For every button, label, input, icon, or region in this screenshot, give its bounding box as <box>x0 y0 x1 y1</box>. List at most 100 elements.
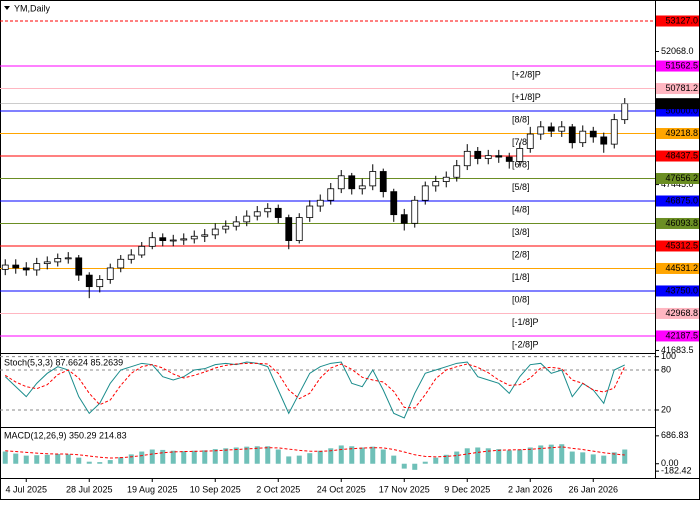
candle-body <box>306 205 314 218</box>
bar <box>611 452 617 464</box>
x-tick-label: 19 Aug 2025 <box>127 484 178 494</box>
candle-body <box>295 217 303 241</box>
level-box <box>656 262 699 274</box>
series-line <box>4 362 626 409</box>
candle-body <box>442 176 450 182</box>
x-tick-label: 17 Nov 2025 <box>379 484 430 494</box>
bar <box>97 462 103 464</box>
bar <box>55 453 61 464</box>
x-tick-label: 4 Jul 2025 <box>5 484 47 494</box>
level-name: [7/8] <box>512 137 530 147</box>
x-tick-label: 2 Jan 2026 <box>508 484 553 494</box>
level-box <box>656 173 699 185</box>
level-name: [-1/8]P <box>512 317 539 327</box>
x-tick-label: 10 Sep 2025 <box>190 484 241 494</box>
candle-body <box>621 103 629 121</box>
x-tick-label: 28 Jul 2025 <box>66 484 113 494</box>
bar <box>23 455 29 464</box>
level-box <box>656 150 699 162</box>
bar <box>422 461 428 464</box>
candle-body <box>127 254 135 260</box>
bar <box>370 446 376 464</box>
bar <box>433 457 439 464</box>
bar <box>496 449 502 464</box>
x-tick-label: 2 Oct 2025 <box>256 484 300 494</box>
level-value: 46093.8 <box>665 218 698 228</box>
candle-body <box>211 228 219 236</box>
candle-body <box>421 185 429 201</box>
bar <box>212 449 218 464</box>
candle-body <box>348 175 356 190</box>
candle-body <box>526 133 534 149</box>
level-box <box>656 285 699 297</box>
bar <box>548 444 554 464</box>
bar <box>464 448 470 464</box>
y-tick-label: -182.42 <box>661 466 692 476</box>
level-name: [0/8] <box>512 294 530 304</box>
bar <box>506 450 512 464</box>
bar <box>139 451 145 464</box>
bar <box>13 453 19 464</box>
x-tick-label: 9 Dec 2025 <box>444 484 490 494</box>
candle-body <box>96 279 104 288</box>
last-price-box <box>656 98 699 110</box>
bar <box>76 457 82 464</box>
bar <box>34 455 40 464</box>
bar <box>391 455 397 464</box>
bar <box>181 451 187 464</box>
bar <box>107 460 113 464</box>
candle-body <box>453 165 461 178</box>
level-name: [5/8] <box>512 182 530 192</box>
candle-body <box>358 185 366 190</box>
bar <box>527 447 533 464</box>
bar <box>328 448 334 464</box>
y-tick-label: 0.00 <box>661 458 679 468</box>
level-box <box>656 128 699 140</box>
bar <box>580 452 586 464</box>
bar <box>44 454 50 464</box>
bar <box>296 455 302 464</box>
bar <box>65 454 71 464</box>
bar <box>349 446 355 464</box>
y-tick-label: 52068.0 <box>661 46 694 56</box>
level-name: [4/8] <box>512 204 530 214</box>
bar <box>244 446 250 464</box>
chart-title: YM,Daily <box>14 3 51 13</box>
candle-body <box>201 234 209 237</box>
candle-body <box>117 258 125 269</box>
level-value: 46875.0 <box>665 195 698 205</box>
bar <box>265 446 271 464</box>
y-tick-label: 100 <box>661 351 676 361</box>
candle-body <box>547 126 555 132</box>
level-name: [-2/8]P <box>512 339 539 349</box>
candle-body <box>369 171 377 187</box>
bar <box>317 450 323 464</box>
bar <box>601 455 607 464</box>
level-name: [6/8] <box>512 159 530 169</box>
candle-body <box>253 211 261 217</box>
candle-body <box>610 119 618 145</box>
bar <box>254 446 260 464</box>
level-name: [3/8] <box>512 227 530 237</box>
candle-body <box>484 155 492 159</box>
candle-body <box>180 238 188 241</box>
bar <box>517 449 523 464</box>
y-tick-label: 20 <box>661 404 671 414</box>
candle-body <box>558 126 566 132</box>
level-value: 49218.8 <box>665 128 698 138</box>
bar <box>86 461 92 464</box>
candle-body <box>474 150 482 159</box>
level-value: 44531.2 <box>665 263 698 273</box>
candle-body <box>169 239 177 242</box>
candle-body <box>232 221 240 227</box>
candle-body <box>379 171 387 193</box>
candle-body <box>400 214 408 224</box>
bar <box>118 457 124 464</box>
series-line <box>4 361 625 419</box>
level-value: 47656.2 <box>665 173 698 183</box>
bar <box>233 447 239 464</box>
candle-body <box>64 257 72 260</box>
candle-body <box>12 264 20 269</box>
